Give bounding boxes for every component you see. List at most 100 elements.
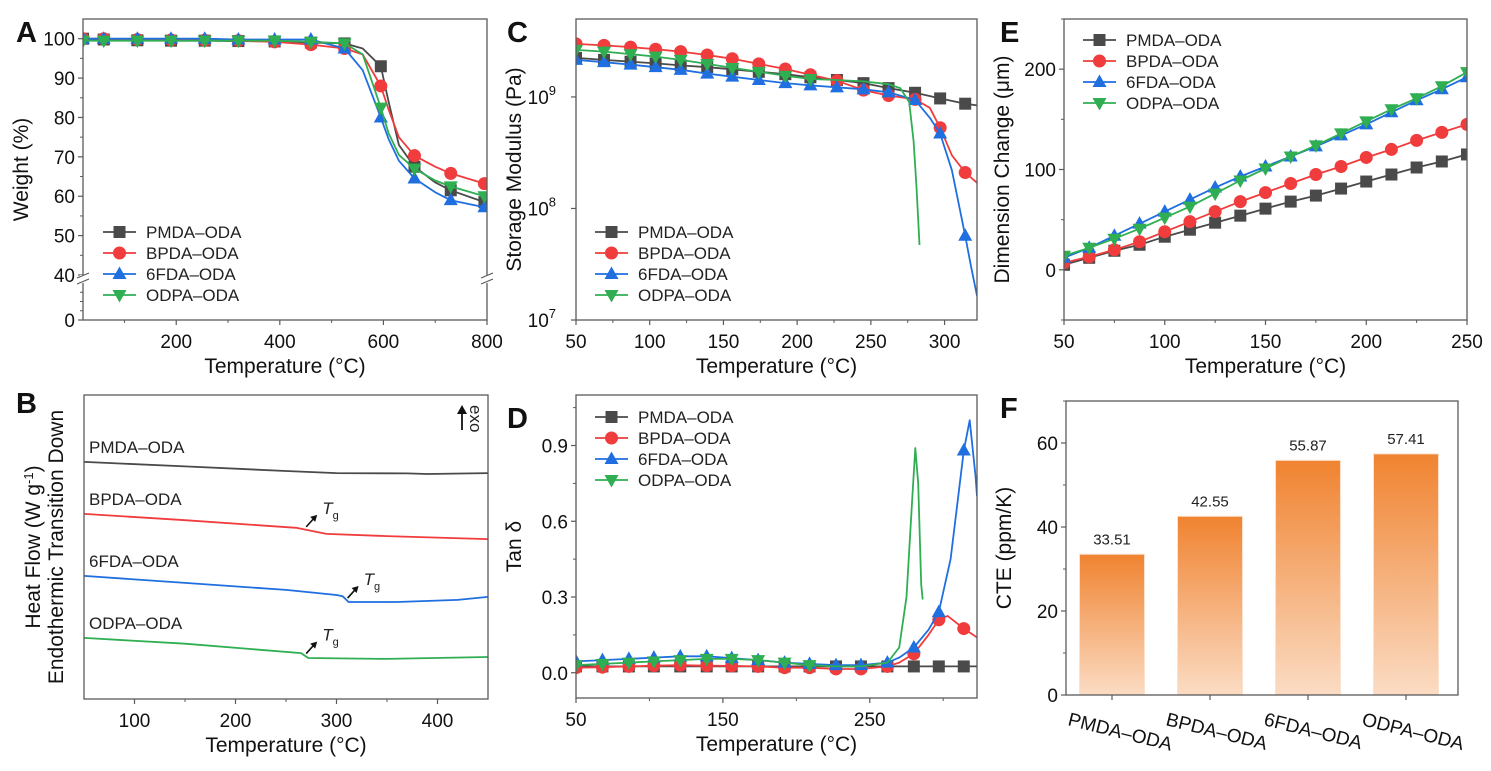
- data-point-square: [1209, 216, 1222, 229]
- y-axis-title: Dimension Change (μm): [991, 55, 1014, 283]
- plot-frame: [575, 394, 978, 699]
- axis-break-gap: [484, 275, 490, 283]
- tg-label-main: T: [322, 626, 334, 645]
- data-point-triangle-down: [699, 653, 714, 667]
- x-tick-label: 200: [1350, 332, 1382, 353]
- panel-e: 50 100 150 200 250 Temperature (°C) 0 100 200 Dim…: [991, 18, 1483, 378]
- data-point-square: [1410, 161, 1423, 174]
- legend-label: ODPA–ODA: [1126, 94, 1220, 113]
- y-tick-label: 0: [1047, 686, 1058, 707]
- data-point-triangle-up: [933, 126, 948, 139]
- bar-value-label: 33.51: [1093, 531, 1131, 548]
- legend-item: 6FDA–ODA: [103, 265, 236, 284]
- data-point-triangle-down: [646, 656, 661, 669]
- y-tick-label: 0: [1045, 261, 1056, 282]
- data-point-square: [1435, 155, 1448, 168]
- data-point-triangle-down: [1384, 104, 1399, 117]
- legend-item: PMDA–ODA: [595, 223, 734, 242]
- data-point-triangle-down: [725, 62, 740, 76]
- series-line: [576, 419, 977, 667]
- data-point-triangle-up: [623, 57, 638, 70]
- legend-label: 6FDA–ODA: [146, 265, 236, 284]
- data-point-triangle-down: [443, 181, 458, 194]
- panel-letter-d: D: [507, 403, 528, 435]
- tg-label-main: T: [322, 499, 334, 518]
- x-tick-label: 100: [119, 711, 151, 732]
- data-point-circle: [1158, 225, 1172, 239]
- data-point-circle: [700, 48, 714, 62]
- x-tick-label: 150: [708, 332, 740, 353]
- data-point-triangle-up: [881, 84, 896, 98]
- legend-marker-square: [1093, 34, 1106, 46]
- series-layer: [84, 461, 488, 660]
- data-point-triangle-down: [1064, 250, 1071, 264]
- data-point-triangle-up: [673, 62, 688, 75]
- legend-marker-triangle-down: [604, 290, 619, 303]
- data-point-square: [1309, 189, 1322, 202]
- data-point-circle: [1259, 186, 1272, 200]
- data-point-circle: [1133, 235, 1147, 249]
- data-point-triangle-down: [648, 51, 663, 65]
- tg-annotation: Tg: [305, 499, 339, 528]
- legend: PMDA–ODA BPDA–ODA 6FDA–ODA ODPA–ODA: [595, 408, 734, 490]
- x-tick-label: 200: [781, 332, 813, 353]
- data-point-triangle-down: [1334, 128, 1349, 141]
- data-point-square: [1385, 168, 1398, 181]
- y-tick-label: 0: [64, 311, 75, 332]
- legend-label: PMDA–ODA: [1126, 31, 1222, 50]
- x-axis-title: Temperature (°C): [1185, 355, 1346, 378]
- data-point-triangle-up: [1182, 192, 1197, 205]
- data-point-circle: [1107, 243, 1121, 257]
- series-line: [576, 447, 924, 668]
- y-tick-label: 60: [1037, 434, 1058, 455]
- data-point-square: [1284, 195, 1297, 208]
- data-point-circle: [444, 166, 458, 180]
- data-point-triangle-up: [931, 604, 946, 618]
- y-tick-label: 0.6: [542, 512, 568, 533]
- y-tick-label: 40: [54, 266, 75, 287]
- data-point-circle: [407, 149, 421, 163]
- legend-label: PMDA–ODA: [638, 223, 734, 242]
- x-tick-label: 150: [1250, 332, 1282, 353]
- bar: [1079, 553, 1145, 696]
- legend-label: BPDA–ODA: [638, 244, 731, 263]
- x-axis-title: Temperature (°C): [204, 355, 365, 378]
- data-point-triangle-down: [231, 35, 246, 49]
- panel-letter-c: C: [507, 17, 528, 49]
- data-point-square: [957, 660, 970, 673]
- series-line: [84, 513, 488, 540]
- data-point-circle: [1233, 195, 1247, 209]
- data-point-triangle-down: [303, 36, 318, 50]
- x-tick-label: 50: [1053, 332, 1074, 353]
- x-category-label: ODPA–ODA: [1360, 709, 1466, 755]
- tg-label-main: T: [364, 570, 376, 589]
- legend-marker-triangle-down: [112, 290, 127, 303]
- series-bpda-oda: [83, 32, 487, 191]
- y-axis-title: Heat Flow (W g-1): [21, 465, 45, 628]
- y-tick-label: 200: [1024, 60, 1056, 81]
- y-tick-label-exponent: 9: [549, 83, 556, 98]
- axis-break-mark: [480, 272, 494, 279]
- legend-label: BPDA–ODA: [1126, 52, 1219, 71]
- series-layer: [576, 419, 977, 676]
- data-point-triangle-down: [576, 660, 583, 673]
- x-tick-label: 600: [368, 332, 400, 353]
- series-pmda-oda: [83, 32, 487, 209]
- data-point-triangle-down: [1359, 116, 1374, 129]
- data-point-triangle-up: [648, 59, 663, 73]
- data-point-circle: [1384, 142, 1398, 156]
- series-6fda-oda: [576, 52, 977, 296]
- series-6fda-oda: [84, 575, 488, 603]
- panel-a: 200 400 600 800 Temperature (°C) 0 40 50 60 70 80 9…: [10, 18, 503, 378]
- legend-item: 6FDA–ODA: [595, 265, 728, 284]
- y-tick-label: 70: [54, 148, 75, 169]
- data-point-triangle-down: [597, 46, 612, 60]
- bar-value-label: 57.41: [1387, 431, 1425, 448]
- panel-letter-a: A: [16, 17, 37, 49]
- panel-letter-e: E: [1000, 17, 1019, 49]
- data-point-triangle-down: [802, 660, 817, 673]
- bar: [1373, 453, 1439, 696]
